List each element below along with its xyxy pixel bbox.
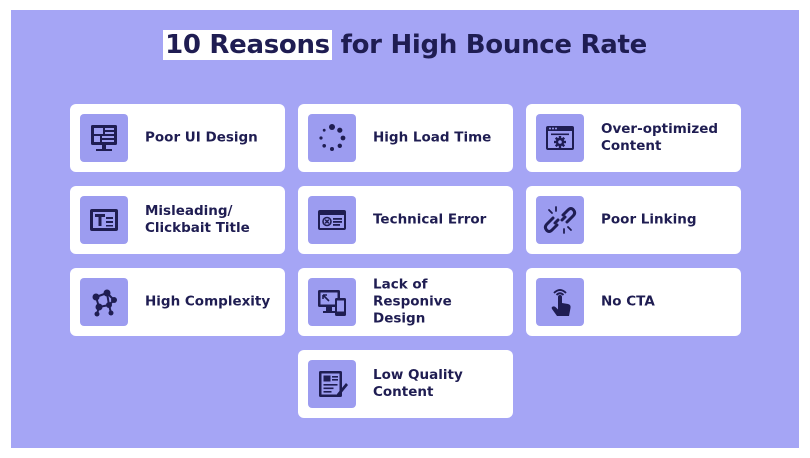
responsive-devices-icon	[308, 278, 356, 326]
reason-label: High Load Time	[373, 129, 492, 146]
reason-label: Misleading/ Clickbait Title	[145, 203, 250, 236]
reason-label: Low Quality Content	[373, 367, 463, 400]
reason-label: Poor Linking	[601, 211, 697, 228]
loading-spinner-icon	[308, 114, 356, 162]
reason-card-high-complexity: High Complexity	[70, 268, 285, 336]
reason-label: No CTA	[601, 293, 655, 310]
reason-label: Lack of Responive Design	[373, 276, 452, 327]
title-highlight: 10 Reasons	[163, 30, 332, 60]
reason-card-over-optimized-content: Over-optimized Content	[526, 104, 741, 172]
reason-label: Technical Error	[373, 211, 487, 228]
error-window-icon	[308, 196, 356, 244]
reason-label: Over-optimized Content	[601, 121, 719, 154]
broken-link-icon	[536, 196, 584, 244]
network-nodes-icon	[80, 278, 128, 326]
reason-card-low-quality-content: Low Quality Content	[298, 350, 513, 418]
reason-card-technical-error: Technical Error	[298, 186, 513, 254]
reason-card-no-cta: No CTA	[526, 268, 741, 336]
ui-layout-icon	[80, 114, 128, 162]
reason-card-misleading-title: Misleading/ Clickbait Title	[70, 186, 285, 254]
reason-card-poor-ui-design: Poor UI Design	[70, 104, 285, 172]
reason-card-lack-of-responsive-design: Lack of Responive Design	[298, 268, 513, 336]
reason-label: Poor UI Design	[145, 129, 258, 146]
page-title: 10 Reasons for High Bounce Rate	[0, 30, 810, 60]
browser-gear-icon	[536, 114, 584, 162]
title-text-icon	[80, 196, 128, 244]
document-edit-icon	[308, 360, 356, 408]
title-rest: for High Bounce Rate	[331, 30, 648, 60]
tap-hand-icon	[536, 278, 584, 326]
reason-card-high-load-time: High Load Time	[298, 104, 513, 172]
reason-label: High Complexity	[145, 293, 271, 310]
reason-card-poor-linking: Poor Linking	[526, 186, 741, 254]
